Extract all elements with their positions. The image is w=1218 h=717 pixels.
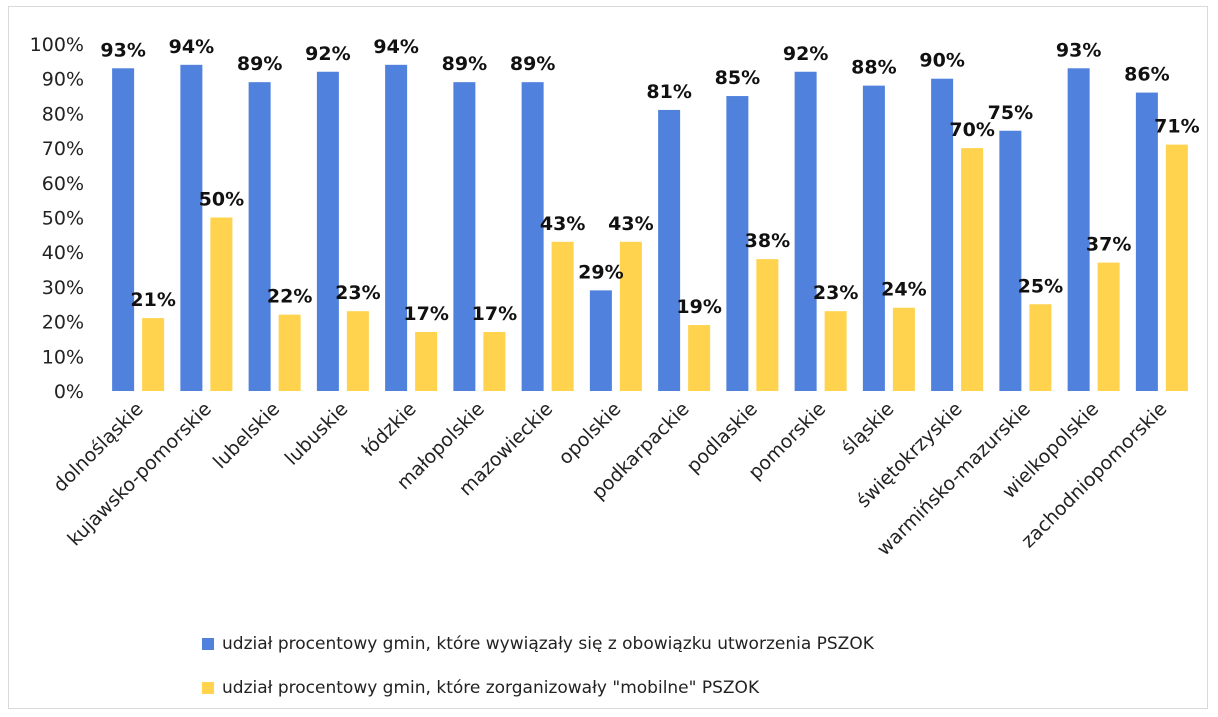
bar-series-1 <box>112 68 135 391</box>
bar-series-2 <box>142 318 165 391</box>
x-tick-label: śląskie <box>837 398 898 459</box>
data-label: 90% <box>919 50 964 72</box>
data-label: 86% <box>1124 64 1169 86</box>
legend-item-2: udział procentowy gmin, które zorganizow… <box>202 678 759 698</box>
bar-series-1 <box>589 290 612 391</box>
bar-series-2 <box>483 332 506 391</box>
bar-series-1 <box>726 96 749 392</box>
bar-series-1 <box>180 64 203 391</box>
data-labels: 93% 21% 94% 50% 89% 22% 92% 23% 94% 17% 89% 17% 89% 4… <box>100 36 1199 325</box>
data-label: 88% <box>851 57 896 79</box>
y-tick-label: 60% <box>42 173 84 195</box>
data-label: 17% <box>403 303 448 325</box>
y-tick-label: 90% <box>42 69 84 91</box>
data-label: 94% <box>373 36 418 58</box>
data-label: 37% <box>1086 234 1131 256</box>
bar-series-1 <box>453 82 476 392</box>
data-label: 89% <box>510 53 555 75</box>
bar-series-2 <box>1029 304 1052 391</box>
chart-frame <box>8 6 1208 709</box>
bar-series-2 <box>346 311 369 391</box>
y-tick-label: 70% <box>42 138 84 160</box>
data-label: 89% <box>442 53 487 75</box>
data-label: 70% <box>949 119 994 141</box>
bar-series-2 <box>892 307 915 391</box>
data-label: 43% <box>608 213 653 235</box>
data-label: 25% <box>1018 275 1063 297</box>
bar-series-2 <box>278 314 301 391</box>
data-label: 38% <box>745 230 790 252</box>
bars <box>112 64 1188 392</box>
data-label: 21% <box>130 289 175 311</box>
data-label: 23% <box>813 282 858 304</box>
data-label: 22% <box>267 286 312 308</box>
data-label: 93% <box>1056 39 1101 61</box>
legend-item-1: udział procentowy gmin, które wywiązały … <box>202 634 874 654</box>
data-label: 92% <box>783 43 828 65</box>
bar-series-1 <box>862 85 885 391</box>
data-label: 23% <box>335 282 380 304</box>
data-label: 19% <box>676 296 721 318</box>
bar-series-1 <box>1135 92 1158 391</box>
bar-series-2 <box>824 311 847 391</box>
bar-chart: 0% 10% 20% 30% 40% 50% 60% 70% 80% 90% 100% 93% 21%… <box>30 34 1200 560</box>
y-tick-label: 50% <box>42 208 84 230</box>
bar-series-2 <box>1097 262 1120 391</box>
y-tick-label: 0% <box>54 381 84 403</box>
data-label: 71% <box>1154 116 1199 138</box>
y-tick-label: 30% <box>42 277 84 299</box>
legend-label-2: udział procentowy gmin, które zorganizow… <box>222 678 760 698</box>
data-label: 43% <box>540 213 585 235</box>
bar-series-2 <box>551 241 574 391</box>
y-tick-label: 10% <box>42 346 84 368</box>
bar-series-2 <box>756 259 779 391</box>
data-label: 17% <box>472 303 517 325</box>
bar-series-1 <box>385 64 408 391</box>
bar-series-2 <box>210 217 233 391</box>
bar-series-2 <box>415 332 438 391</box>
bar-series-1 <box>248 82 271 392</box>
bar-series-1 <box>521 82 544 392</box>
bar-series-1 <box>316 71 339 391</box>
bar-series-2 <box>688 325 711 391</box>
y-tick-label: 100% <box>30 34 84 56</box>
data-label: 89% <box>237 53 282 75</box>
bar-series-2 <box>619 241 642 391</box>
data-label: 50% <box>199 189 244 211</box>
data-label: 85% <box>715 67 760 89</box>
data-label: 29% <box>578 261 623 283</box>
x-tick-label: lubelskie <box>209 398 284 473</box>
x-tick-label: lubuskie <box>281 398 353 470</box>
bar-series-2 <box>1165 144 1188 391</box>
x-axis: dolnośląskiekujawsko-pomorskielubelskiel… <box>49 398 1171 560</box>
y-tick-label: 40% <box>42 242 84 264</box>
y-axis: 0% 10% 20% 30% 40% 50% 60% 70% 80% 90% 100% <box>30 34 84 403</box>
bar-series-1 <box>1067 68 1090 391</box>
data-label: 93% <box>100 39 145 61</box>
bar-series-1 <box>794 71 817 391</box>
legend-label-1: udział procentowy gmin, które wywiązały … <box>222 634 874 654</box>
y-tick-label: 80% <box>42 103 84 125</box>
data-label: 81% <box>646 81 691 103</box>
legend-swatch-1 <box>202 638 214 650</box>
data-label: 75% <box>988 102 1033 124</box>
bar-series-1 <box>931 78 954 391</box>
bar-series-2 <box>961 148 984 391</box>
data-label: 92% <box>305 43 350 65</box>
y-tick-label: 20% <box>42 312 84 334</box>
x-tick-label: opolskie <box>554 398 625 469</box>
legend-swatch-2 <box>202 682 214 694</box>
x-tick-label: łódzkie <box>358 398 421 461</box>
bar-series-1 <box>999 130 1022 391</box>
data-label: 24% <box>881 279 926 301</box>
data-label: 94% <box>169 36 214 58</box>
bar-series-1 <box>658 109 681 392</box>
